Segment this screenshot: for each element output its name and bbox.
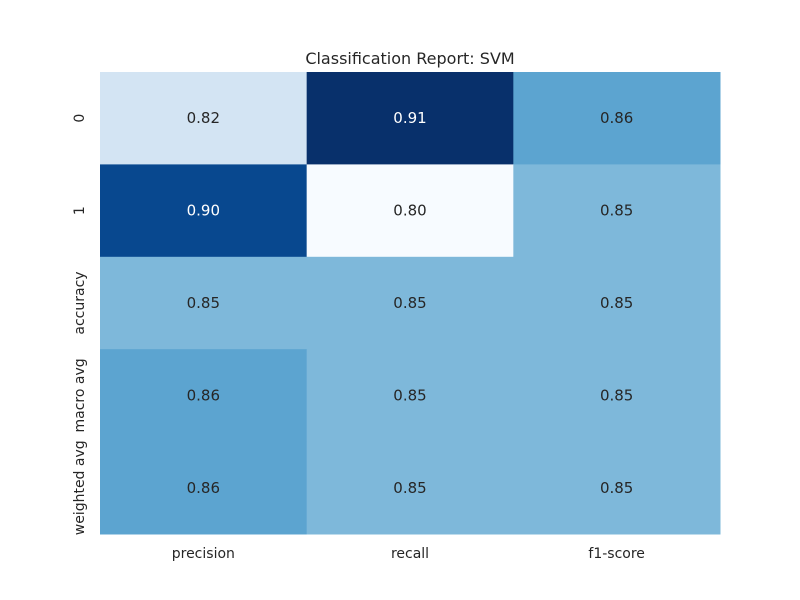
heatmap-cell	[513, 441, 721, 535]
heatmap-cell	[306, 349, 514, 443]
y-tick-label: 1	[72, 206, 88, 215]
cell-value-label: 0.85	[393, 386, 426, 404]
x-tick-label: precision	[172, 546, 235, 562]
heatmap-cell	[100, 72, 308, 165]
cell-value-label: 0.80	[393, 202, 426, 220]
heatmap-cell	[513, 349, 721, 443]
cell-value-label: 0.86	[600, 109, 633, 127]
cell-value-label: 0.85	[393, 294, 426, 312]
y-tick-label: accuracy	[72, 271, 88, 334]
heatmap-cell	[513, 256, 721, 350]
heatmap-cell	[306, 256, 514, 350]
y-tick-label: weighted avg	[72, 440, 88, 535]
cell-value-label: 0.90	[187, 202, 220, 220]
y-tick-label: 0	[72, 114, 88, 123]
x-tick-labels: precision recall f1-score	[172, 546, 645, 562]
heatmap-cell	[306, 164, 514, 258]
cell-value-label: 0.86	[187, 386, 220, 404]
cell-value-label: 0.82	[187, 109, 220, 127]
cell-value-label: 0.85	[600, 294, 633, 312]
heatmap-cell	[100, 164, 308, 258]
heatmap-cell	[513, 164, 721, 258]
heatmap-cells: 0.82 0.91 0.86 0.90 0.80 0.85 0.85 0.85 0.85 0.86…	[100, 72, 721, 535]
x-tick-label: recall	[391, 546, 429, 562]
heatmap-cell	[513, 72, 721, 165]
y-tick-labels: 0 1 accuracy macro avg weighted avg	[72, 114, 88, 536]
cell-value-label: 0.85	[600, 202, 633, 220]
heatmap-cell	[306, 441, 514, 535]
cell-value-label: 0.85	[600, 386, 633, 404]
chart-title: Classification Report: SVM	[305, 49, 514, 68]
heatmap-cell	[100, 256, 308, 350]
cell-value-label: 0.86	[187, 479, 220, 497]
heatmap-cell	[306, 72, 514, 165]
cell-value-label: 0.91	[393, 109, 426, 127]
heatmap-cell	[100, 349, 308, 443]
cell-value-label: 0.85	[187, 294, 220, 312]
x-tick-label: f1-score	[588, 546, 645, 562]
heatmap-cell	[100, 441, 308, 535]
cell-value-label: 0.85	[600, 479, 633, 497]
y-tick-label: macro avg	[72, 358, 88, 432]
cell-value-label: 0.85	[393, 479, 426, 497]
